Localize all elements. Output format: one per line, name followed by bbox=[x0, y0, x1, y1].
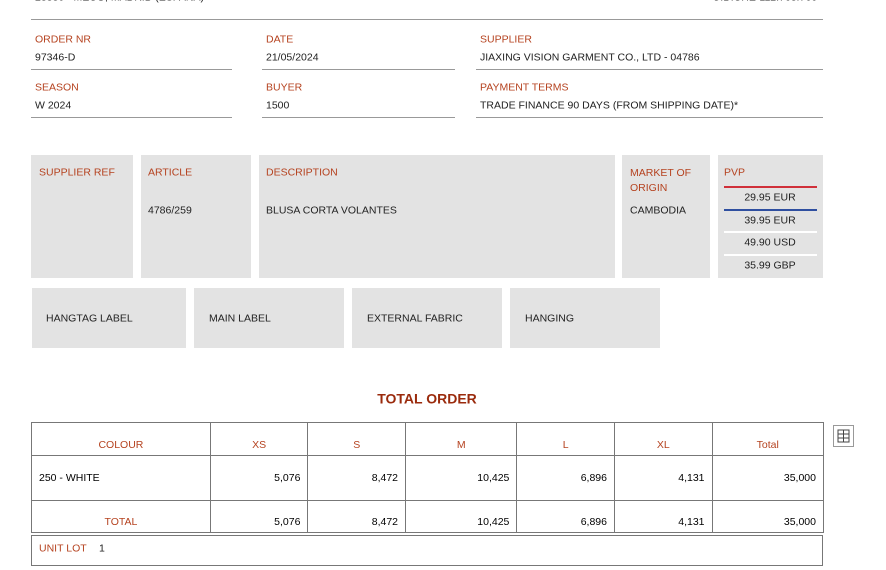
table-icon[interactable] bbox=[833, 425, 854, 447]
text: PVP bbox=[724, 166, 746, 179]
text: 4786/259 bbox=[148, 204, 192, 217]
text: SEASON bbox=[35, 81, 79, 94]
rule bbox=[31, 19, 823, 20]
box bbox=[32, 288, 186, 348]
unit-lot-box bbox=[31, 535, 823, 566]
text: 35.99 GBP bbox=[744, 259, 796, 272]
text: PAYMENT TERMS bbox=[480, 81, 569, 94]
cell: 10,425 bbox=[405, 500, 518, 533]
text: 1 bbox=[99, 542, 105, 555]
cell: S bbox=[307, 422, 407, 456]
text: 49.90 USD bbox=[744, 236, 796, 249]
box bbox=[259, 155, 615, 278]
box bbox=[194, 288, 344, 348]
text: SUPPLIER bbox=[480, 33, 532, 46]
underline bbox=[476, 117, 823, 118]
text: W 2024 bbox=[35, 99, 72, 112]
text: JIAXING VISION GARMENT CO., LTD - 04786 bbox=[480, 51, 700, 64]
cell: 8,472 bbox=[307, 500, 407, 533]
text: UNIT LOT bbox=[39, 542, 87, 555]
box bbox=[622, 155, 710, 278]
text: MARKET OF ORIGIN bbox=[630, 167, 692, 194]
cell: 35,000 bbox=[711, 455, 825, 501]
box bbox=[31, 155, 133, 278]
order-table: COLOUR XS S M L XL Total 250 - WHITE 5,076 8,472 1… bbox=[31, 422, 825, 533]
box bbox=[718, 155, 823, 278]
cell: M bbox=[405, 422, 518, 456]
cell: 35,000 bbox=[711, 500, 825, 533]
rule-blue bbox=[724, 209, 817, 211]
cell: 250 - WHITE bbox=[31, 455, 211, 501]
text: 97346-D bbox=[35, 51, 76, 64]
underline bbox=[476, 69, 823, 70]
rule-white bbox=[724, 254, 817, 256]
cell: 10,425 bbox=[405, 455, 518, 501]
cell: 8,472 bbox=[307, 455, 407, 501]
text: CAMBODIA bbox=[630, 204, 687, 217]
cell: 6,896 bbox=[516, 455, 615, 501]
cell: XL bbox=[613, 422, 713, 456]
rule-white bbox=[724, 231, 817, 233]
cell: COLOUR bbox=[31, 422, 211, 456]
text: MAIN LABEL bbox=[209, 312, 271, 325]
cell: 4,131 bbox=[613, 455, 713, 501]
box bbox=[141, 155, 251, 278]
cell: 4,131 bbox=[613, 500, 713, 533]
text: EXTERNAL FABRIC bbox=[367, 312, 463, 325]
header-row: COLOUR XS S M L XL Total bbox=[31, 422, 825, 456]
text: ORDER NR bbox=[35, 33, 92, 46]
underline bbox=[31, 69, 232, 70]
text: HANGING bbox=[525, 312, 575, 325]
text: DATE bbox=[266, 33, 294, 46]
text: HANGTAG LABEL bbox=[46, 312, 133, 325]
text: BUYER bbox=[266, 81, 303, 94]
text: TRADE FINANCE 90 DAYS (FROM SHIPPING DAT… bbox=[480, 99, 739, 112]
cell: 5,076 bbox=[209, 500, 309, 533]
box bbox=[352, 288, 502, 348]
cell: L bbox=[516, 422, 615, 456]
text: TOTAL ORDER bbox=[377, 390, 477, 407]
text: 21/05/2024 bbox=[266, 51, 319, 64]
box bbox=[510, 288, 660, 348]
row: 250 - WHITE 5,076 8,472 10,425 6,896 4,131 35,… bbox=[31, 455, 825, 501]
text: 39.95 EUR bbox=[744, 214, 796, 227]
cell: TOTAL bbox=[31, 500, 211, 533]
underline bbox=[262, 69, 455, 70]
text: UID:CHE-112.763.766 bbox=[713, 0, 817, 5]
text: 29.95 EUR bbox=[744, 191, 796, 204]
text: SUPPLIER REF bbox=[39, 166, 115, 179]
text: 28830 - MECO, MADRID (ESPAÑA) bbox=[35, 0, 204, 5]
text: 1500 bbox=[266, 99, 290, 112]
text: BLUSA CORTA VOLANTES bbox=[266, 204, 397, 217]
cell: XS bbox=[209, 422, 309, 456]
cell: Total bbox=[711, 422, 825, 456]
text: DESCRIPTION bbox=[266, 166, 338, 179]
cell: 6,896 bbox=[516, 500, 615, 533]
row: TOTAL 5,076 8,472 10,425 6,896 4,131 35,000 bbox=[31, 500, 825, 533]
cell: 5,076 bbox=[209, 455, 309, 501]
text: ARTICLE bbox=[148, 166, 193, 179]
rule-red bbox=[724, 186, 817, 188]
underline bbox=[262, 117, 455, 118]
underline bbox=[31, 117, 232, 118]
